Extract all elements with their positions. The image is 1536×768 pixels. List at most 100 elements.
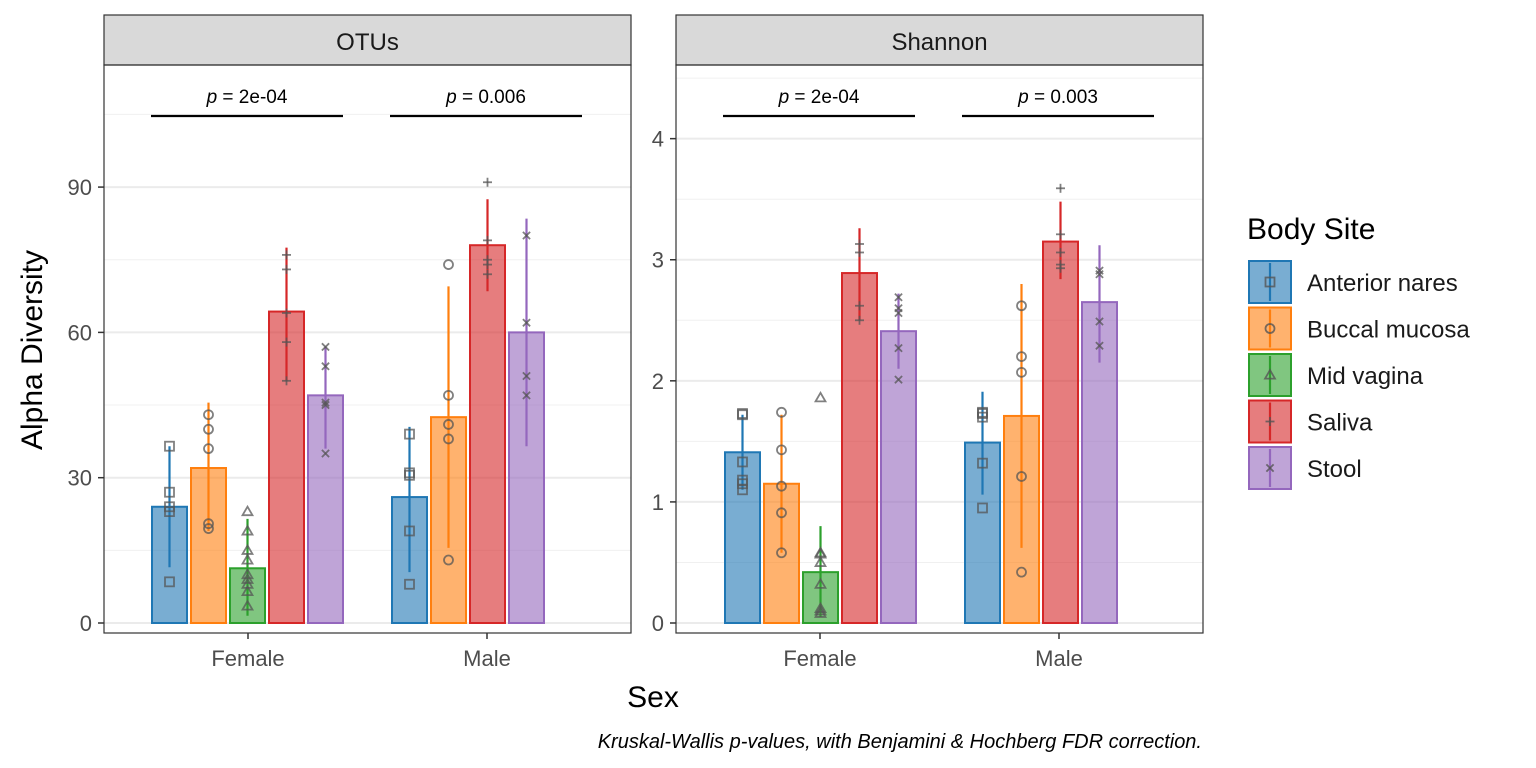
data-point	[203, 409, 214, 421]
y-tick-label: 90	[68, 175, 92, 200]
legend-key-marker	[1264, 276, 1276, 288]
bar-anterior-nares	[964, 391, 1001, 625]
bar-group-female	[151, 247, 344, 625]
bar-saliva	[841, 228, 878, 624]
data-point	[855, 301, 864, 311]
data-point	[1016, 366, 1027, 378]
data-point	[404, 467, 415, 479]
pvalue-label: p = 0.003	[1017, 87, 1098, 108]
data-point	[1095, 341, 1104, 350]
bar-mid-vagina	[802, 391, 839, 625]
data-point	[240, 524, 255, 536]
bar-rect	[880, 330, 917, 624]
data-point	[443, 389, 454, 401]
data-point	[321, 362, 330, 371]
data-point	[1056, 260, 1065, 270]
data-point	[240, 553, 255, 565]
data-point	[282, 250, 291, 260]
data-point	[282, 337, 291, 347]
bar-buccal-mucosa	[430, 259, 467, 624]
data-point	[522, 391, 531, 400]
y-tick-label: 60	[68, 320, 92, 345]
bar-anterior-nares	[151, 440, 188, 625]
x-axis-title: Sex	[627, 681, 679, 714]
panel-border	[103, 64, 632, 634]
data-point	[240, 543, 255, 555]
data-point	[164, 501, 175, 513]
data-point	[522, 371, 531, 381]
panel-shannon: Shannon 0 1 2 3 4 Female Male p = 2e-04 p = 0.003	[652, 14, 1204, 671]
data-point	[240, 584, 255, 597]
legend-label: Stool	[1307, 456, 1362, 483]
data-point	[240, 504, 255, 517]
legend-item-stool: Stool	[1248, 446, 1362, 490]
data-point	[894, 303, 903, 313]
data-point	[483, 269, 492, 279]
data-point	[776, 406, 787, 418]
data-point	[1016, 471, 1027, 482]
data-point	[321, 449, 330, 458]
bar-saliva	[469, 177, 506, 624]
data-point	[813, 577, 828, 589]
data-point	[813, 604, 828, 616]
data-point	[240, 567, 255, 580]
data-point	[321, 400, 330, 410]
data-point	[894, 343, 903, 353]
bar-buccal-mucosa	[763, 406, 800, 624]
legend-items: Anterior nares Buccal mucosa Mid vagina Sal…	[1248, 260, 1470, 490]
legend-label: Mid vagina	[1307, 363, 1424, 390]
data-point	[483, 235, 492, 245]
bar-stool	[307, 342, 344, 625]
data-point	[1056, 183, 1065, 193]
bar-anterior-nares	[724, 408, 761, 624]
data-point	[404, 428, 415, 440]
bar-mid-vagina	[229, 504, 266, 624]
legend-item-anterior-nares: Anterior nares	[1248, 260, 1458, 304]
x-tick-label: Male	[463, 646, 511, 671]
x-tick-label: Male	[1035, 646, 1083, 671]
data-point	[894, 293, 903, 302]
facet-strip-label: OTUs	[336, 29, 399, 56]
data-point	[977, 502, 988, 514]
pvalue-annotation-female: p = 2e-04	[151, 87, 343, 118]
data-point	[1016, 566, 1027, 578]
y-tick-label: 1	[652, 490, 664, 515]
legend-label: Saliva	[1307, 410, 1373, 437]
data-point	[1056, 229, 1065, 239]
data-point	[977, 457, 988, 469]
data-point	[855, 247, 864, 257]
data-point	[240, 599, 255, 611]
data-point	[1016, 351, 1027, 363]
data-point	[483, 177, 492, 187]
data-point	[203, 443, 214, 455]
facet-strip-label: Shannon	[891, 29, 987, 56]
panel-otus: OTUs 0 30 60 90 Female Male p = 2e-04 p = 0.006	[68, 14, 632, 671]
data-point	[855, 315, 864, 325]
data-point	[483, 255, 492, 265]
data-point	[404, 525, 415, 537]
data-point	[443, 554, 454, 566]
legend-label: Anterior nares	[1307, 270, 1458, 297]
pvalue-label: p = 2e-04	[778, 87, 860, 108]
data-point	[282, 308, 291, 318]
legend-title: Body Site	[1247, 213, 1375, 246]
bar-group-male	[391, 177, 545, 625]
data-point	[813, 601, 828, 613]
legend-label: Buccal mucosa	[1307, 317, 1470, 344]
legend-key-marker	[1263, 368, 1277, 380]
caption: Kruskal-Wallis p-values, with Benjamini …	[598, 731, 1202, 753]
data-point	[776, 444, 787, 456]
data-point	[321, 398, 330, 407]
data-point	[894, 375, 903, 384]
facet-strip	[103, 14, 632, 66]
data-point	[522, 318, 531, 327]
data-point	[282, 264, 291, 274]
data-point	[737, 456, 748, 468]
data-point	[977, 406, 988, 418]
pvalue-annotation-female: p = 2e-04	[723, 87, 915, 118]
x-tick-label: Female	[783, 646, 856, 671]
data-point	[776, 507, 787, 519]
panel-border	[675, 64, 1204, 634]
legend-key-marker	[1264, 323, 1276, 334]
